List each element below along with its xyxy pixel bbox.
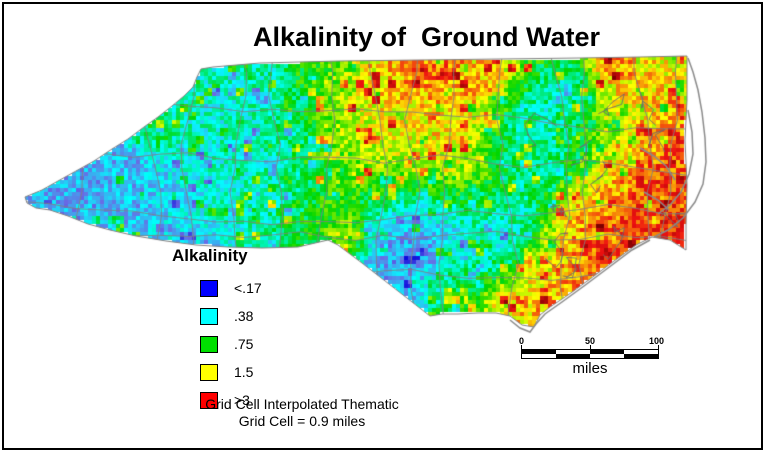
legend-label: >3 bbox=[234, 392, 250, 408]
scale-bar-graphic bbox=[521, 349, 659, 359]
scale-bar-segment bbox=[556, 354, 590, 358]
scale-bar-segment bbox=[522, 354, 556, 358]
scale-bar-segment bbox=[522, 350, 556, 354]
legend-swatch bbox=[200, 363, 218, 381]
scale-tick-mark bbox=[521, 345, 522, 349]
legend-label: 1.5 bbox=[234, 364, 254, 380]
scale-tick-mark bbox=[590, 345, 591, 349]
scale-bar-segment bbox=[590, 350, 624, 354]
scale-tick-label-50: 50 bbox=[585, 336, 596, 346]
scale-tick-label-100: 100 bbox=[649, 336, 665, 346]
legend-row: .75 bbox=[172, 330, 302, 358]
legend-swatch bbox=[200, 307, 218, 325]
page-title: Alkalinity of Ground Water bbox=[253, 22, 601, 52]
scale-bar-segment bbox=[556, 350, 590, 354]
legend-label: .75 bbox=[234, 336, 254, 352]
legend-title: Alkalinity bbox=[172, 246, 248, 265]
caption-line2: Grid Cell = 0.9 miles bbox=[238, 413, 366, 429]
scale-unit-label: miles bbox=[572, 360, 608, 377]
caption-line1: Grid Cell Interpolated Thematic bbox=[205, 396, 399, 412]
scale-bar-segments bbox=[522, 350, 658, 358]
caption: Grid Cell Interpolated Thematic Grid Cel… bbox=[150, 396, 454, 430]
legend-row: <.17 bbox=[172, 274, 302, 302]
scale-bar-segment bbox=[590, 354, 624, 358]
scale-tick-label-0: 0 bbox=[519, 336, 525, 346]
legend-row: 1.5 bbox=[172, 358, 302, 386]
legend-label: .38 bbox=[234, 308, 254, 324]
nc-alkalinity-map bbox=[20, 48, 712, 344]
legend-row: >3 bbox=[172, 386, 302, 414]
scale-bar: 0 50 100 miles bbox=[517, 336, 667, 377]
legend-row: .38 bbox=[172, 302, 302, 330]
legend-rows: <.17 .38 .75 1.5 >3 bbox=[172, 274, 302, 414]
scale-tick-mark bbox=[658, 345, 659, 349]
legend-swatch bbox=[200, 279, 218, 297]
scale-bar-segment bbox=[624, 350, 658, 354]
legend-label: <.17 bbox=[234, 280, 262, 296]
legend-swatch bbox=[200, 391, 218, 409]
legend: Alkalinity <.17 .38 .75 1.5 >3 bbox=[172, 246, 302, 414]
scale-bar-segment bbox=[624, 354, 658, 358]
legend-swatch bbox=[200, 335, 218, 353]
